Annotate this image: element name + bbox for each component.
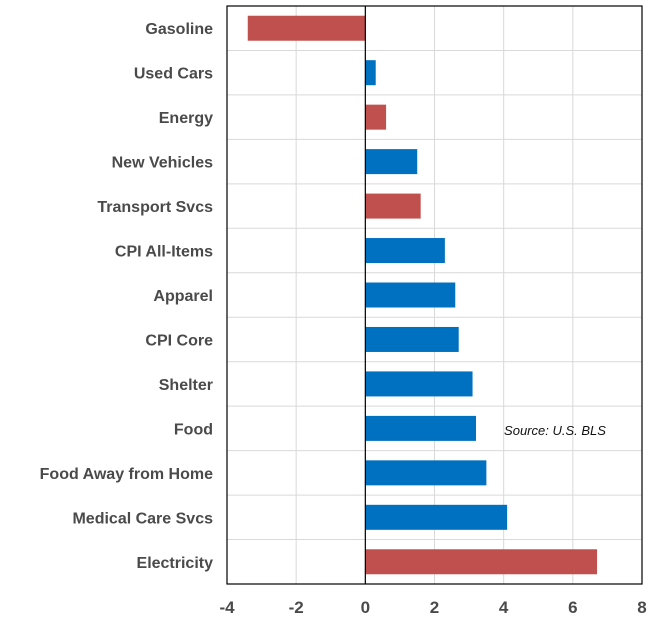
category-label-shelter: Shelter [159, 377, 213, 394]
category-label-food: Food [174, 421, 213, 438]
bar-energy [365, 104, 387, 130]
bar-cpi-all-items [365, 238, 445, 264]
x-tick-label: 0 [361, 598, 370, 617]
x-tick-label: 8 [637, 598, 646, 617]
bar-used-cars [365, 60, 376, 86]
bar-apparel [365, 282, 456, 308]
x-tick-label: 4 [499, 598, 509, 617]
category-label-cpi-core: CPI Core [145, 332, 213, 349]
plot-frame [226, 5, 643, 585]
bars [247, 15, 598, 575]
bar-shelter [365, 371, 473, 397]
bar-food [365, 415, 476, 441]
category-label-apparel: Apparel [153, 288, 213, 305]
category-label-gasoline: Gasoline [145, 21, 213, 38]
category-labels: Gasoline Used Cars Energy New Vehicles Trans… [40, 21, 213, 572]
category-label-new-vehicles: New Vehicles [112, 155, 213, 172]
category-label-used-cars: Used Cars [134, 66, 213, 83]
x-tick-label: 6 [568, 598, 577, 617]
x-tick-labels: -4 -2 0 2 4 6 8 [219, 598, 646, 617]
bar-transport-svcs [365, 193, 421, 219]
category-label-electricity: Electricity [137, 555, 214, 572]
x-tick-label: -2 [289, 598, 304, 617]
x-tick-label: -4 [219, 598, 235, 617]
category-label-transport-svcs: Transport Svcs [97, 199, 213, 216]
category-label-cpi-all-items: CPI All-Items [115, 244, 213, 261]
bar-electricity [365, 549, 598, 575]
bar-food-away-from-home [365, 460, 487, 486]
bar-medical-care-svcs [365, 504, 508, 530]
bar-cpi-core [365, 326, 459, 352]
bar-gasoline [247, 15, 366, 41]
category-label-energy: Energy [159, 110, 213, 127]
x-tick-label: 2 [430, 598, 439, 617]
category-label-food-away-from-home: Food Away from Home [40, 466, 213, 483]
category-label-medical-care-svcs: Medical Care Svcs [72, 510, 213, 527]
bar-new-vehicles [365, 149, 418, 175]
source-annotation: Source: U.S. BLS [504, 423, 606, 438]
